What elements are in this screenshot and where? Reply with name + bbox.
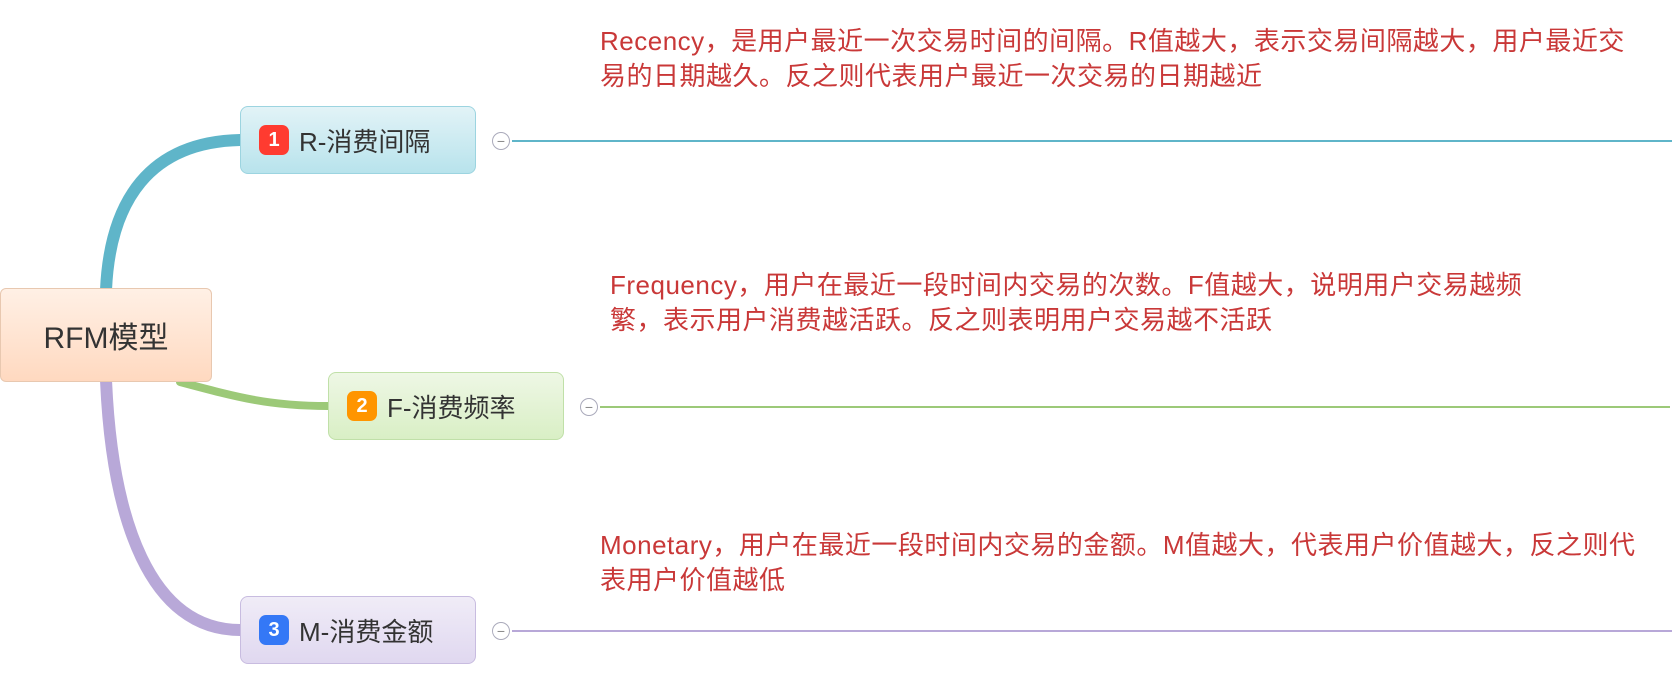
badge-2-icon: 2 [347, 391, 377, 421]
collapse-button-m[interactable]: − [492, 622, 510, 640]
minus-icon: − [585, 400, 593, 414]
underline-r [512, 140, 1672, 142]
underline-f [600, 406, 1670, 408]
branch-node-r[interactable]: 1 R-消费间隔 [240, 106, 476, 174]
collapse-button-r[interactable]: − [492, 132, 510, 150]
badge-3-icon: 3 [259, 615, 289, 645]
branch-label-r: R-消费间隔 [299, 122, 430, 159]
minus-icon: − [497, 624, 505, 638]
minus-icon: − [497, 134, 505, 148]
branch-label-f: F-消费频率 [387, 388, 516, 425]
branch-node-f[interactable]: 2 F-消费频率 [328, 372, 564, 440]
description-m: Monetary，用户在最近一段时间内交易的金额。M值越大，代表用户价值越大，反… [600, 528, 1660, 598]
description-r: Recency，是用户最近一次交易时间的间隔。R值越大，表示交易间隔越大，用户最… [600, 24, 1650, 94]
root-label: RFM模型 [44, 313, 169, 357]
root-node[interactable]: RFM模型 [0, 288, 212, 382]
branch-node-m[interactable]: 3 M-消费金额 [240, 596, 476, 664]
badge-1-icon: 1 [259, 125, 289, 155]
underline-m [512, 630, 1672, 632]
branch-label-m: M-消费金额 [299, 612, 433, 649]
description-f: Frequency，用户在最近一段时间内交易的次数。F值越大，说明用户交易越频繁… [610, 268, 1540, 338]
collapse-button-f[interactable]: − [580, 398, 598, 416]
